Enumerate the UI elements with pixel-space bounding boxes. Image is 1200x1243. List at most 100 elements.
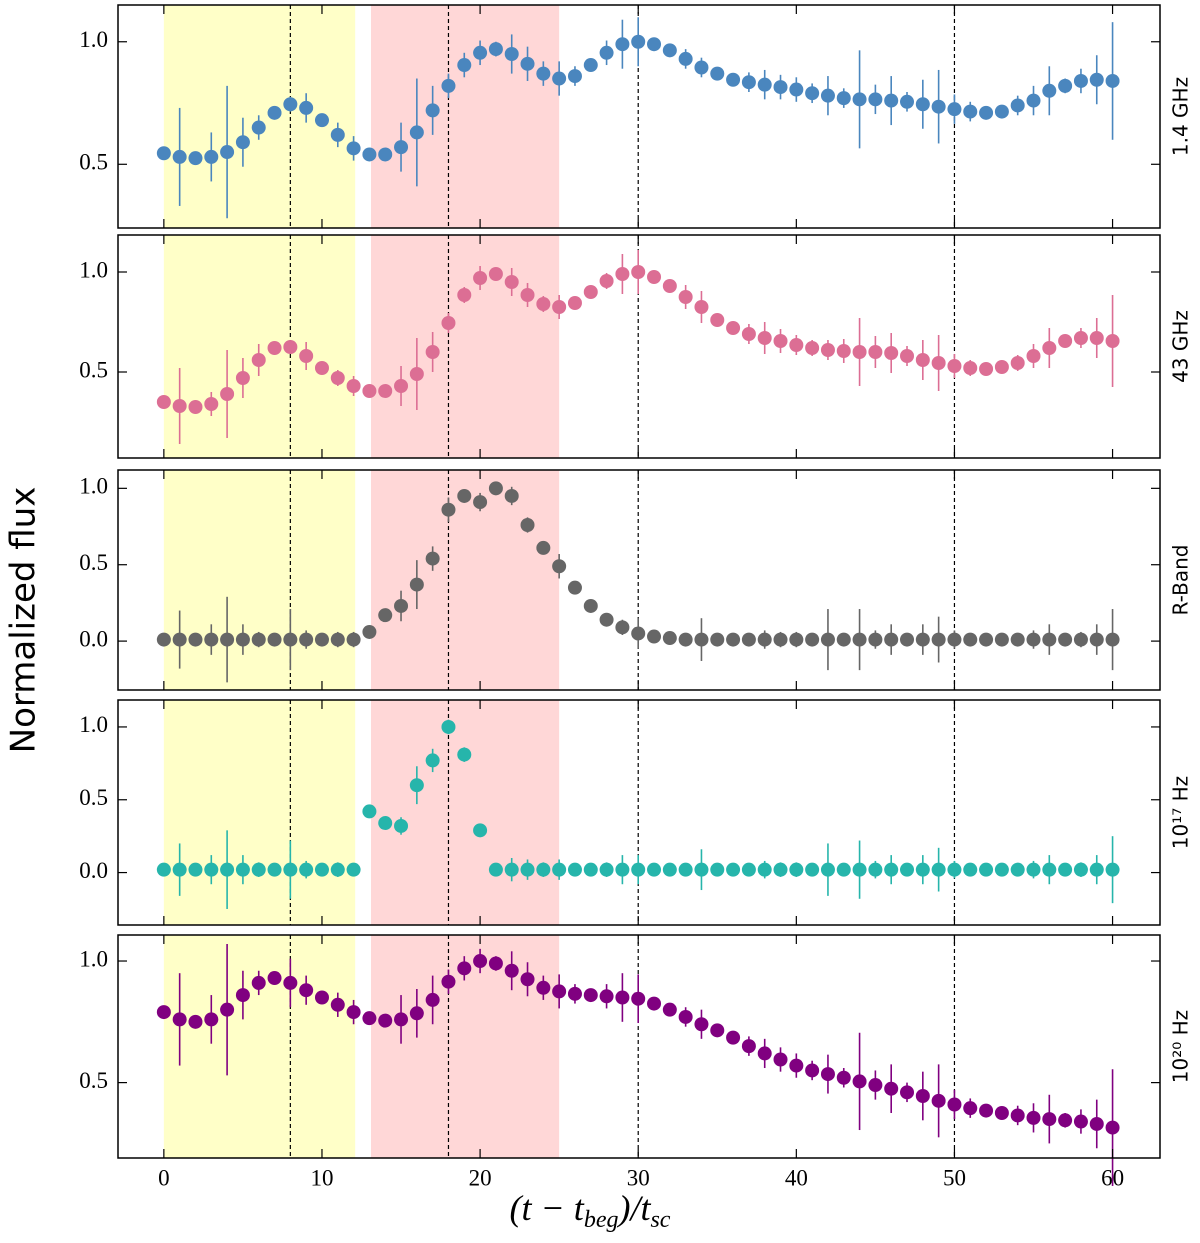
x-tick-label: 60 [1101,1165,1124,1190]
data-point [947,862,962,877]
y-tick-label: 0.5 [79,357,108,382]
y-tick-label: 1.0 [79,474,108,499]
data-point [536,297,551,311]
data-point [931,99,946,114]
data-point [852,345,867,359]
data-point [188,151,203,166]
data-point [378,816,393,831]
data-point [678,632,693,647]
y-tick-label: 0.5 [79,550,108,575]
data-point [710,66,725,81]
data-point [852,862,867,877]
data-point [868,92,883,107]
data-point [1073,862,1088,877]
data-point [172,399,187,413]
data-point [662,1002,677,1017]
data-point [362,624,377,639]
data-point [631,862,646,877]
data-point [647,862,662,877]
data-point [1105,73,1120,88]
data-point [220,862,235,877]
data-point [536,980,551,995]
data-point [615,37,630,52]
data-point [773,632,788,647]
data-point [156,632,171,647]
shaded-region [163,700,356,925]
data-point [220,632,235,647]
data-point [536,862,551,877]
data-point [552,862,567,877]
data-point [330,997,345,1012]
data-point [615,267,630,281]
data-point [726,321,741,335]
data-point [425,103,440,118]
data-point [1073,73,1088,88]
data-point [457,288,472,302]
shaded-region [370,5,560,228]
data-point [1058,78,1073,93]
data-point [330,632,345,647]
data-point [836,1070,851,1085]
data-point [473,954,488,969]
panel-label: 10²⁰ Hz [1169,1010,1193,1083]
data-point [346,141,361,156]
data-point [662,862,677,877]
data-point [979,105,994,120]
data-point [314,632,329,647]
data-point [820,632,835,647]
data-point [662,631,677,646]
data-point [773,80,788,95]
data-point [488,42,503,57]
y-tick-label: 1.0 [79,946,108,971]
data-point [504,47,519,62]
data-point [488,267,503,281]
x-tick-label: 0 [158,1165,170,1190]
data-point [947,359,962,373]
data-point [805,341,820,355]
data-point [235,135,250,150]
data-point [330,127,345,142]
data-point [615,862,630,877]
data-point [900,94,915,109]
data-point [172,1012,187,1027]
data-point [868,632,883,647]
data-point [1073,1114,1088,1129]
data-point [931,632,946,647]
data-point [979,632,994,647]
data-point [267,862,282,877]
data-point [1026,1110,1041,1125]
data-point [283,862,298,877]
data-point [536,66,551,81]
data-point [757,331,772,345]
data-point [757,77,772,92]
data-point [726,632,741,647]
data-point [694,1017,709,1032]
data-point [583,598,598,613]
data-point [409,125,424,140]
data-point [1042,1112,1057,1127]
data-point [757,1046,772,1061]
data-point [647,629,662,644]
data-point [488,956,503,971]
x-label-part: (t − t [510,1188,585,1228]
data-point [299,349,314,363]
data-point [251,862,266,877]
data-point [678,862,693,877]
data-point [963,862,978,877]
panel-label: R-Band [1169,545,1193,616]
data-point [188,862,203,877]
data-point [394,1012,409,1027]
data-point [220,387,235,401]
data-point [741,75,756,90]
data-point [757,632,772,647]
data-point [979,362,994,376]
data-point [172,632,187,647]
data-point [409,1006,424,1021]
data-point [599,45,614,60]
data-point [441,78,456,93]
data-point [1089,632,1104,647]
data-point [567,580,582,595]
data-point [979,862,994,877]
data-point [662,279,677,293]
